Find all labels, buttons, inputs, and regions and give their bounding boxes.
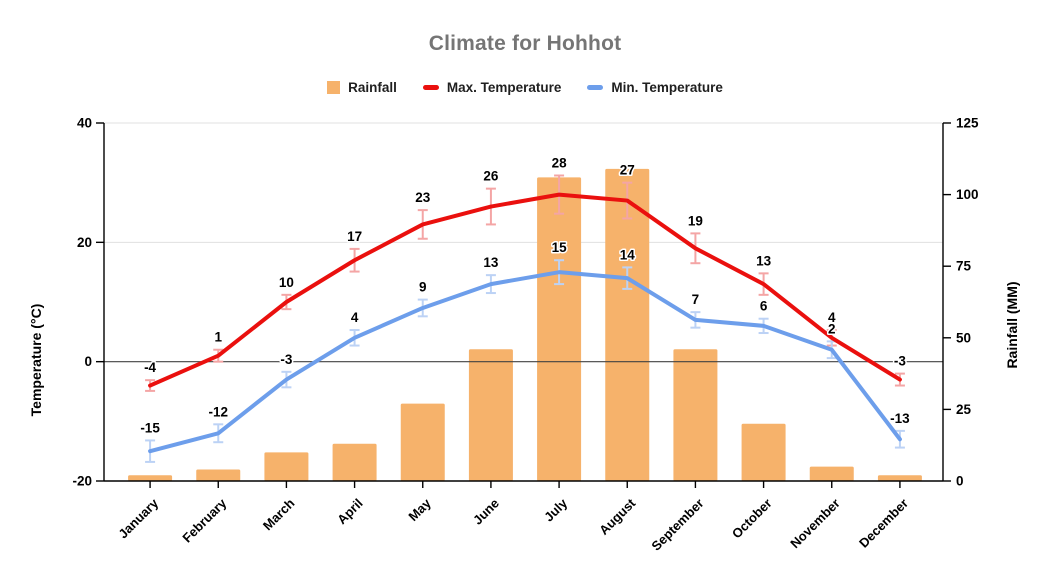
right-axis-tick-label: 100 [956,187,979,202]
min-temperature-point[interactable] [826,344,838,356]
month-label: February [179,495,229,545]
rainfall-bar[interactable] [264,452,309,481]
min-temperature-point[interactable] [349,332,361,344]
legend-label: Max. Temperature [446,79,562,95]
min-temperature-data-label: 2 [828,321,836,336]
max-temperature-data-label: 26 [483,169,499,184]
max-temperature-data-label: 1 [214,330,222,345]
chart-legend: Rainfall Max. Temperature Min. Temperatu… [0,78,1050,96]
min-temperature-data-label: 9 [419,280,427,295]
max-temperature-point[interactable] [758,278,770,290]
min-temperature-point[interactable] [758,320,770,332]
max-temperature-point[interactable] [621,195,633,207]
rainfall-bar[interactable] [128,475,173,481]
left-axis-tick-label: -20 [72,474,92,489]
max-temperature-point[interactable] [144,380,156,392]
legend-item-min-temperature: Min. Temperature [587,80,723,95]
rainfall-bar[interactable] [196,469,241,481]
max-temperature-point[interactable] [485,201,497,213]
max-temperature-line [148,192,902,388]
rainfall-bar[interactable] [877,475,922,481]
max-temperature-data-label: 4 [828,310,836,325]
rainfall-bar[interactable] [468,349,513,481]
rainfall-swatch-icon [327,80,341,94]
min-temperature-data-label: -12 [208,404,228,419]
min-temperature-point[interactable] [144,445,156,457]
month-label: March [260,495,298,533]
rainfall-bar[interactable] [809,466,854,481]
left-axis-tick-label: 20 [77,235,92,250]
min-temperature-data-label: 4 [351,310,359,325]
min-temperature-data-label: 14 [620,247,636,262]
month-label: October [729,496,775,542]
month-label: June [470,496,502,528]
max-temperature-point[interactable] [689,242,701,254]
max-temperature-data-label: 10 [279,275,294,290]
rainfall-bar[interactable] [605,168,650,481]
legend-item-max-temperature: Max. Temperature [422,79,562,95]
month-label: December [856,496,911,551]
max-temperature-point[interactable] [894,374,906,386]
min-temperature-data-label: 6 [760,299,768,314]
min-temperature-data-label: 15 [552,240,568,255]
right-axis-tick-label: 0 [956,474,964,489]
month-label: April [334,496,366,528]
right-axis-tick-label: 50 [956,330,971,345]
min-temperature-point[interactable] [553,266,565,278]
max-temperature-data-label: 28 [552,156,568,171]
month-label: November [787,496,843,552]
rainfall-bar[interactable] [537,177,582,481]
left-axis-tick-label: 40 [77,116,92,131]
right-axis-tick-label: 25 [956,402,972,417]
month-label: May [405,495,434,524]
legend-label: Rainfall [348,79,397,95]
rainfall-bar[interactable] [673,349,718,481]
min-temperature-point[interactable] [485,278,497,290]
max-temperature-point[interactable] [417,218,429,230]
legend-item-rainfall: Rainfall [327,80,397,95]
min-temperature-point[interactable] [689,314,701,326]
legend-label: Min. Temperature [611,79,723,95]
max-temperature-line-icon [422,84,439,90]
min-temperature-data-label: -3 [280,352,292,367]
min-temperature-line [148,270,902,454]
max-temperature-point[interactable] [280,296,292,308]
max-temperature-data-label: 27 [620,163,635,178]
max-temperature-data-label: 17 [347,229,362,244]
min-temperature-data-label: 13 [483,255,499,270]
rainfall-bar[interactable] [400,403,445,481]
max-temperature-data-label: 19 [688,213,703,228]
min-temperature-point[interactable] [417,302,429,314]
month-label: July [541,495,571,525]
min-temperature-point[interactable] [621,272,633,284]
min-temperature-point[interactable] [894,433,906,445]
min-temperature-data-label: 7 [692,292,700,307]
max-temperature-point[interactable] [553,189,565,201]
min-temperature-point[interactable] [212,427,224,439]
rainfall-bar[interactable] [741,423,786,481]
max-temperature-point[interactable] [349,254,361,266]
month-label: August [596,495,639,538]
max-temperature-data-label: -3 [894,354,906,369]
left-axis-tick-label: 0 [84,354,92,369]
min-temperature-data-label: -13 [890,411,910,426]
max-temperature-data-label: 13 [756,253,772,268]
min-temperature-line-icon [587,84,604,90]
max-temperature-data-label: -4 [144,360,156,375]
chart-title: Climate for Hohhot [428,32,622,55]
right-axis-tick-label: 75 [956,259,972,274]
max-temperature-data-label: 23 [415,190,431,205]
rainfall-bar[interactable] [332,443,377,481]
right-axis-tick-label: 125 [956,116,979,131]
min-temperature-data-label: -15 [140,420,160,435]
month-label: September [648,496,706,554]
month-label: January [115,495,161,541]
min-temperature-point[interactable] [280,374,292,386]
max-temperature-point[interactable] [212,350,224,362]
